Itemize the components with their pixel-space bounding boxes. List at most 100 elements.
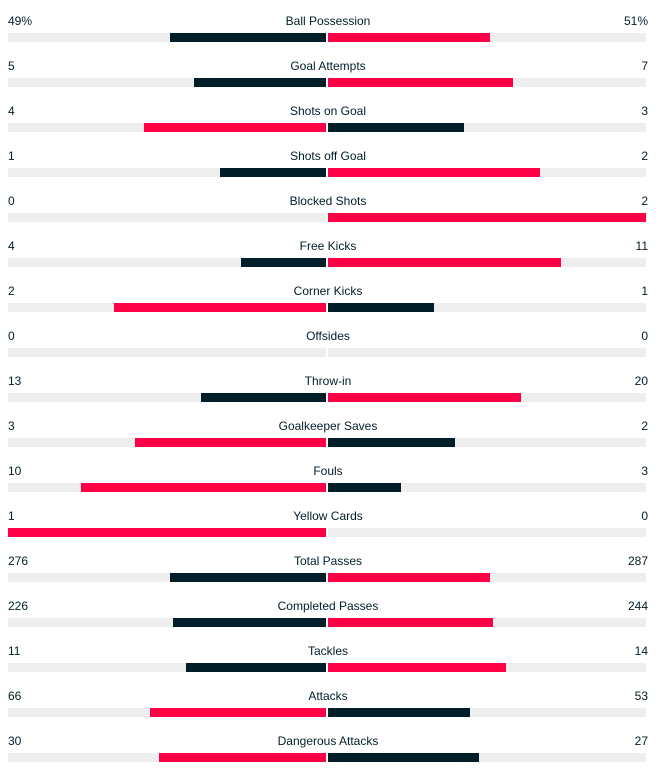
- home-bar-track: [8, 438, 326, 447]
- stat-name: Shots on Goal: [289, 104, 367, 118]
- away-bar-fill: [328, 618, 494, 627]
- away-bar-fill: [328, 258, 562, 267]
- stat-name: Goalkeeper Saves: [278, 419, 378, 433]
- home-value: 0: [8, 329, 15, 343]
- stat-bar: [8, 438, 646, 447]
- stat-row: 226 Completed Passes 244: [0, 598, 656, 643]
- away-value: 0: [641, 329, 648, 343]
- away-value: 2: [641, 194, 648, 208]
- away-bar-fill: [328, 393, 521, 402]
- home-bar-fill: [135, 438, 326, 447]
- away-bar-track: [328, 33, 646, 42]
- home-value: 49%: [8, 14, 33, 28]
- stat-row: 49% Ball Possession 51%: [0, 13, 656, 58]
- home-bar-track: [8, 483, 326, 492]
- away-value: 14: [634, 644, 648, 658]
- stat-label-line: 1 Shots off Goal 2: [8, 148, 648, 164]
- stat-name: Shots off Goal: [290, 149, 366, 163]
- away-bar-track: [328, 483, 646, 492]
- home-bar-track: [8, 753, 326, 762]
- stat-row: 4 Shots on Goal 3: [0, 103, 656, 148]
- home-bar-fill: [186, 663, 326, 672]
- stat-bar: [8, 393, 646, 402]
- home-value: 2: [8, 284, 15, 298]
- stat-row: 66 Attacks 53: [0, 688, 656, 733]
- home-bar-track: [8, 393, 326, 402]
- home-value: 4: [8, 239, 15, 253]
- stat-bar: [8, 708, 646, 717]
- home-bar-fill: [144, 123, 326, 132]
- stat-name: Yellow Cards: [293, 509, 363, 523]
- stat-name: Fouls: [313, 464, 343, 478]
- home-bar-track: [8, 33, 326, 42]
- away-bar-track: [328, 213, 646, 222]
- away-bar-track: [328, 708, 646, 717]
- stat-name: Tackles: [307, 644, 348, 658]
- stat-label-line: 226 Completed Passes 244: [8, 598, 648, 614]
- stat-label-line: 66 Attacks 53: [8, 688, 648, 704]
- stat-row: 0 Blocked Shots 2: [0, 193, 656, 238]
- away-value: 2: [641, 149, 648, 163]
- stat-label-line: 13 Throw-in 20: [8, 373, 648, 389]
- stat-bar: [8, 303, 646, 312]
- stat-name: Blocked Shots: [289, 194, 367, 208]
- stat-bar: [8, 483, 646, 492]
- home-value: 5: [8, 59, 15, 73]
- home-bar-track: [8, 663, 326, 672]
- away-bar-track: [328, 123, 646, 132]
- home-bar-track: [8, 708, 326, 717]
- away-value: 27: [634, 734, 648, 748]
- stat-label-line: 49% Ball Possession 51%: [8, 13, 648, 29]
- home-value: 13: [8, 374, 22, 388]
- home-bar-fill: [220, 168, 326, 177]
- stat-label-line: 4 Free Kicks 11: [8, 238, 648, 254]
- away-value: 20: [634, 374, 648, 388]
- home-bar-fill: [158, 753, 326, 762]
- home-bar-fill: [149, 708, 326, 717]
- away-value: 0: [641, 509, 648, 523]
- away-bar-fill: [328, 438, 456, 447]
- home-bar-fill: [114, 303, 326, 312]
- away-bar-fill: [328, 213, 646, 222]
- stat-label-line: 10 Fouls 3: [8, 463, 648, 479]
- stat-bar: [8, 618, 646, 627]
- stat-label-line: 4 Shots on Goal 3: [8, 103, 648, 119]
- home-bar-track: [8, 78, 326, 87]
- stat-label-line: 3 Goalkeeper Saves 2: [8, 418, 648, 434]
- home-value: 1: [8, 509, 15, 523]
- home-bar-fill: [193, 78, 326, 87]
- stat-name: Offsides: [306, 329, 350, 343]
- home-bar-track: [8, 123, 326, 132]
- away-bar-track: [328, 618, 646, 627]
- home-bar-track: [8, 168, 326, 177]
- away-bar-fill: [328, 663, 507, 672]
- stat-bar: [8, 168, 646, 177]
- home-value: 1: [8, 149, 15, 163]
- stat-name: Attacks: [308, 689, 348, 703]
- away-bar-fill: [328, 33, 491, 42]
- stat-bar: [8, 213, 646, 222]
- home-bar-track: [8, 258, 326, 267]
- home-bar-track: [8, 303, 326, 312]
- home-value: 3: [8, 419, 15, 433]
- away-bar-track: [328, 168, 646, 177]
- home-value: 276: [8, 554, 29, 568]
- home-bar-fill: [200, 393, 326, 402]
- home-bar-track: [8, 618, 326, 627]
- stat-name: Ball Possession: [285, 14, 371, 28]
- away-value: 287: [627, 554, 648, 568]
- away-bar-track: [328, 303, 646, 312]
- home-value: 0: [8, 194, 15, 208]
- home-bar-track: [8, 348, 326, 357]
- stat-name: Throw-in: [304, 374, 352, 388]
- home-bar-fill: [173, 618, 326, 627]
- stat-name: Total Passes: [293, 554, 363, 568]
- away-bar-fill: [328, 123, 465, 132]
- away-value: 2: [641, 419, 648, 433]
- stat-label-line: 276 Total Passes 287: [8, 553, 648, 569]
- stat-bar: [8, 258, 646, 267]
- home-value: 10: [8, 464, 22, 478]
- stat-bar: [8, 753, 646, 762]
- home-bar-track: [8, 213, 326, 222]
